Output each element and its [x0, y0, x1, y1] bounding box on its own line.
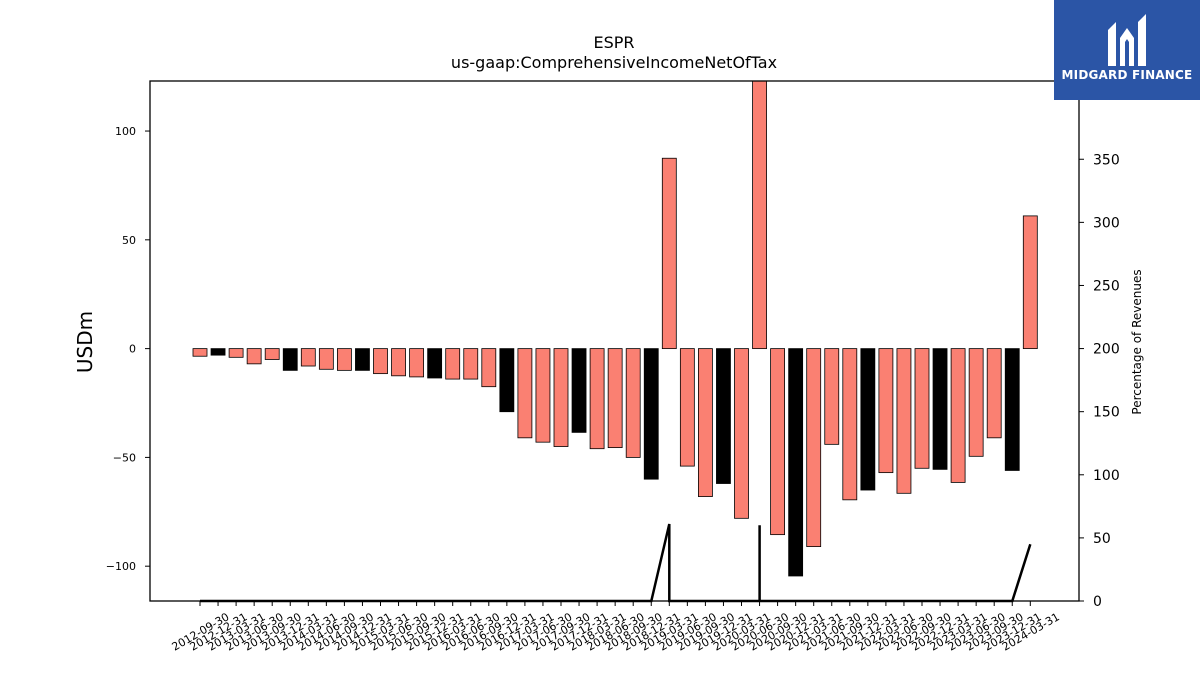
- bar-2017-06-30: [535, 348, 551, 443]
- bar-2013-03-31: [228, 348, 244, 358]
- bar-2016-12-31: [499, 348, 515, 413]
- bar-2021-12-31: [860, 348, 876, 491]
- bar-2013-09-30: [264, 348, 280, 360]
- bar-2012-09-30: [192, 348, 208, 357]
- y2-tick-label: 350: [1093, 152, 1120, 168]
- bar-2022-12-31: [932, 348, 948, 470]
- bar-2015-12-31: [427, 348, 443, 379]
- bar-2013-06-30: [246, 348, 262, 365]
- bar-2020-12-31: [788, 348, 804, 577]
- bar-2016-06-30: [463, 348, 479, 380]
- bar-2018-06-30: [607, 348, 623, 449]
- bar-2018-09-30: [625, 348, 641, 458]
- chart-title: ESPR: [593, 33, 634, 52]
- bar-2020-09-30: [770, 348, 785, 536]
- bar-2023-06-30: [968, 348, 984, 457]
- midgard-logo-icon: [1108, 14, 1146, 66]
- bar-2014-06-30: [318, 348, 334, 370]
- y2-tick-label: 150: [1093, 405, 1120, 421]
- y2-tick-label: 100: [1093, 468, 1120, 484]
- bar-2017-09-30: [553, 348, 569, 447]
- bar-2021-09-30: [842, 348, 858, 501]
- bar-2014-09-30: [336, 348, 352, 371]
- plot-frame: [149, 80, 1080, 602]
- bar-2015-03-31: [373, 348, 388, 375]
- y2-tick-label: 300: [1093, 215, 1120, 231]
- bar-2021-06-30: [824, 348, 840, 445]
- y-tick-label: −50: [113, 451, 136, 464]
- bar-2012-12-31: [210, 348, 226, 356]
- y-tick-label: 0: [129, 343, 136, 356]
- y2-tick-label: 200: [1093, 342, 1120, 358]
- bar-2017-12-31: [571, 348, 587, 433]
- bar-2016-09-30: [481, 348, 497, 388]
- bar-2022-06-30: [896, 348, 912, 494]
- y2-tick-label: 50: [1093, 531, 1111, 547]
- chart-subtitle: us-gaap:ComprehensiveIncomeNetOfTax: [451, 53, 777, 72]
- y-tick-label: −100: [106, 560, 136, 573]
- bar-2020-06-30: [752, 80, 767, 350]
- bar-2020-03-31: [734, 348, 749, 519]
- bar-2023-12-31: [1004, 348, 1020, 471]
- bar-2024-03-31: [1022, 215, 1038, 350]
- bar-2015-06-30: [391, 348, 406, 377]
- bar-2019-03-31: [661, 157, 677, 350]
- y-tick-label: 50: [122, 234, 136, 247]
- bar-2022-09-30: [914, 348, 930, 469]
- bar-2018-03-31: [589, 348, 605, 450]
- bar-2016-03-31: [445, 348, 461, 380]
- brand-logo: MIDGARD FINANCE: [1054, 0, 1200, 100]
- bar-2015-09-30: [409, 348, 425, 378]
- y2-tick-label: 0: [1093, 594, 1102, 610]
- bar-2014-12-31: [355, 348, 370, 371]
- y-axis-label: USDm: [73, 311, 97, 373]
- y2-tick-label: 250: [1093, 278, 1120, 294]
- y2-axis-label: Percentage of Revenues: [1130, 269, 1144, 414]
- bar-2023-09-30: [986, 348, 1002, 439]
- bar-2014-03-31: [300, 348, 316, 367]
- bar-2013-12-31: [282, 348, 298, 371]
- bar-2017-03-31: [517, 348, 533, 439]
- bar-2018-12-31: [643, 348, 659, 480]
- bar-2021-03-31: [806, 348, 822, 548]
- bar-2019-09-30: [698, 348, 713, 497]
- bar-2019-12-31: [716, 348, 731, 484]
- bar-2022-03-31: [878, 348, 894, 474]
- percentage-of-revenues-line: [200, 523, 1032, 603]
- y-tick-label: 100: [115, 125, 136, 138]
- bar-2019-06-30: [679, 348, 695, 467]
- bar-2023-03-31: [950, 348, 966, 483]
- brand-name: MIDGARD FINANCE: [1061, 68, 1193, 82]
